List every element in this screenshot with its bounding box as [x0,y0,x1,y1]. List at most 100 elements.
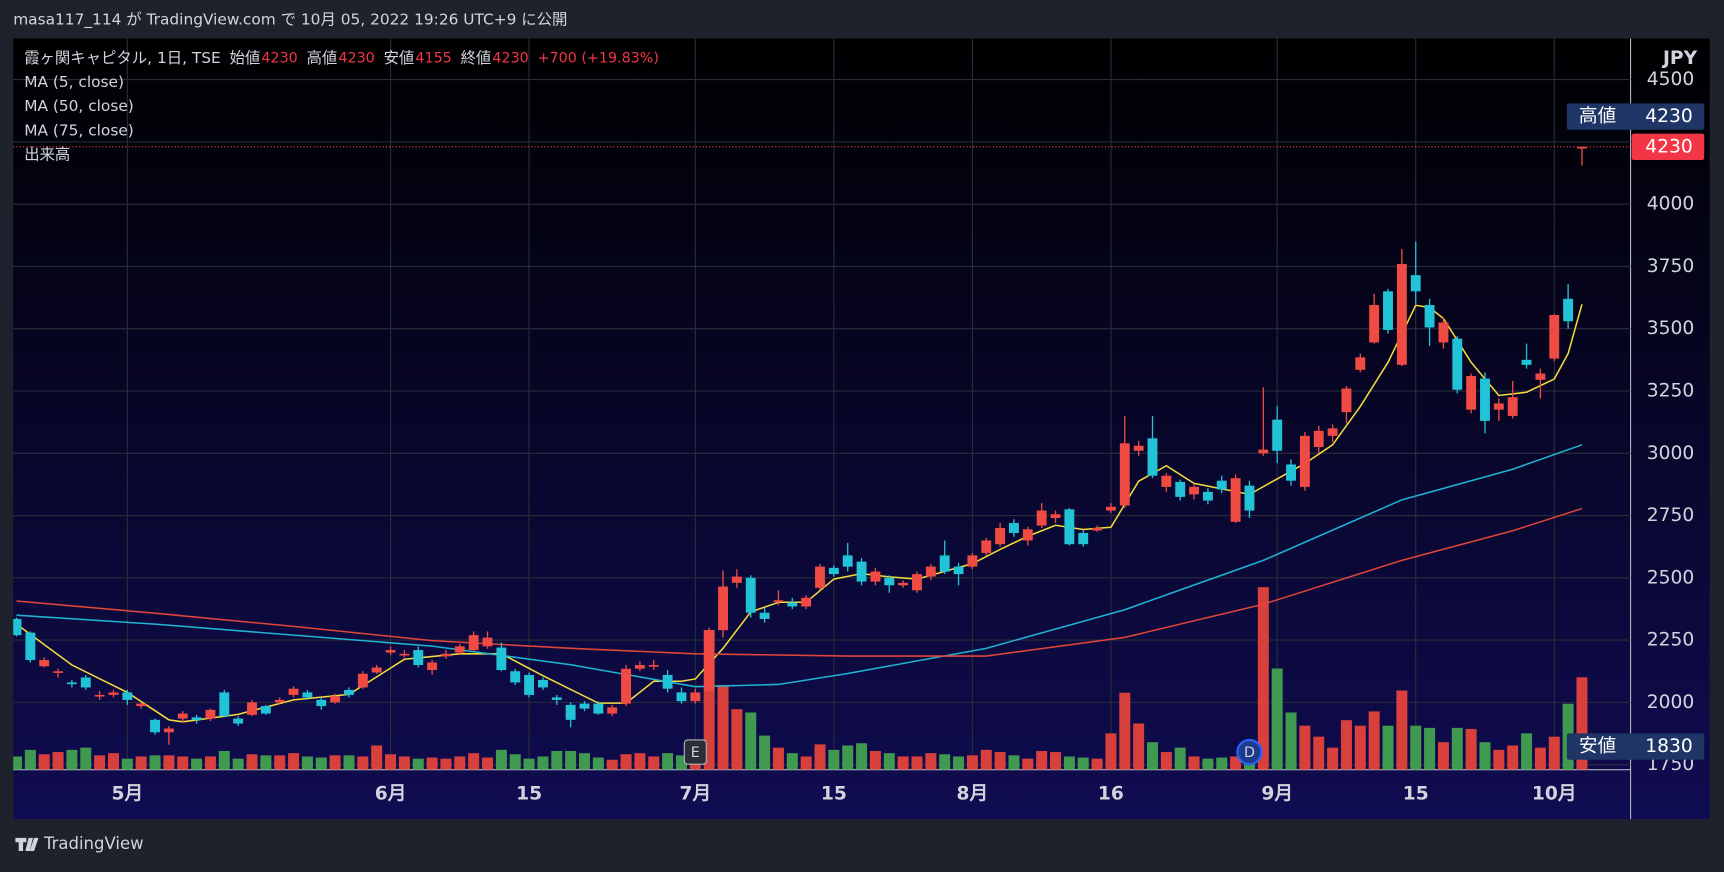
volume-bar [509,754,521,770]
volume-bar [94,755,106,770]
symbol: 霞ヶ関キャピタル, 1日, TSE [24,49,221,67]
candle-body [1036,510,1047,526]
candle-body [704,630,715,692]
candle-body [1258,449,1269,454]
volume-bar [939,754,951,770]
x-tick-label: 10月 [1532,783,1577,804]
x-tick-label: 16 [1098,783,1124,804]
candle-body [25,632,36,661]
volume-bar [288,753,300,770]
candle-body [1147,438,1158,476]
candle-body [399,653,410,656]
volume-bar [1008,755,1020,770]
volume-bar [1188,756,1200,770]
candle-body [759,612,770,619]
volume-bar [163,755,175,770]
candle-body [787,602,798,607]
y-tick-label: 4500 [1647,69,1695,90]
volume-bar [523,758,535,770]
volume-bar [634,753,646,770]
candle-body [1341,388,1352,413]
candle-body [1230,478,1241,522]
volume-bar [1396,690,1408,770]
candle-body [981,540,992,553]
volume-bar [1105,733,1117,770]
y-tick-label: 3750 [1647,256,1695,277]
volume-bar [1202,758,1214,770]
candle-body [801,597,812,607]
candle-body [371,667,382,673]
volume-bar [38,754,50,770]
volume-bar [1465,728,1477,770]
marker-box [1566,733,1705,760]
candle-body [537,679,548,688]
candle-body [94,694,105,697]
candle-body [524,674,535,695]
y-tick-label: 3000 [1647,443,1695,464]
publisher-line: masa117_114 が TradingView.com で 10月 05, … [13,10,567,29]
event-label: D [1244,745,1255,761]
volume-bar [1576,677,1588,770]
event-badge [1236,738,1263,766]
volume-bar [13,756,22,770]
volume-bar [1493,749,1505,770]
volume-bar [24,749,36,770]
volume-bar [1160,752,1172,770]
candle-body [385,650,396,653]
volume-bar [454,756,466,770]
candle-body [316,699,327,707]
volume-bar [1424,727,1436,770]
volume-bar [1382,725,1394,770]
candle-body [357,673,368,688]
candle-body [150,719,160,733]
volume-bar [440,758,452,770]
volume-bar [814,744,826,770]
volume-bar [772,747,784,770]
event-label: E [691,745,700,761]
volume-bar [135,756,147,770]
candle-body [274,699,285,703]
volume-bar [274,755,286,770]
volume-bar [1451,727,1463,770]
candle-body [1480,378,1490,421]
candle-body [427,662,438,671]
volume-bar [800,756,812,770]
candle-body [53,671,64,673]
volume-bar [1216,757,1228,770]
candle-body [1424,305,1435,328]
volume-bar [911,756,923,770]
candle-body [898,582,909,586]
candle-body [66,682,77,685]
volume-bar [1479,742,1491,770]
volume-bar [80,747,92,770]
volume-bar [149,755,161,770]
volume-bar [731,709,743,770]
candle-body [441,653,451,657]
x-tick-label: 7月 [679,783,711,804]
volume-bar [578,753,590,770]
volume-bar [786,753,798,770]
candle-body [39,660,50,667]
candle-body [676,692,687,702]
brand-logo [15,837,39,852]
candle-body [1327,428,1338,436]
volume-bar [107,753,119,770]
candle-body [1507,397,1518,416]
candle-body [1549,315,1560,359]
volume-bar [1022,758,1034,770]
volume-bar [675,755,687,770]
volume-bar [856,743,868,770]
candle-body [1410,275,1421,292]
volume-bar [482,757,494,770]
volume-bar [177,756,189,770]
x-tick-label: 15 [516,783,542,804]
ohlc-name: 終値 [461,49,492,67]
marker-name: 安値 [1579,736,1616,757]
volume-bar [52,752,64,770]
candle-body [1493,403,1504,410]
event-badge [683,739,707,765]
volume-bar [1548,736,1560,770]
candle-body [163,728,174,733]
volume-bar [1063,756,1075,770]
